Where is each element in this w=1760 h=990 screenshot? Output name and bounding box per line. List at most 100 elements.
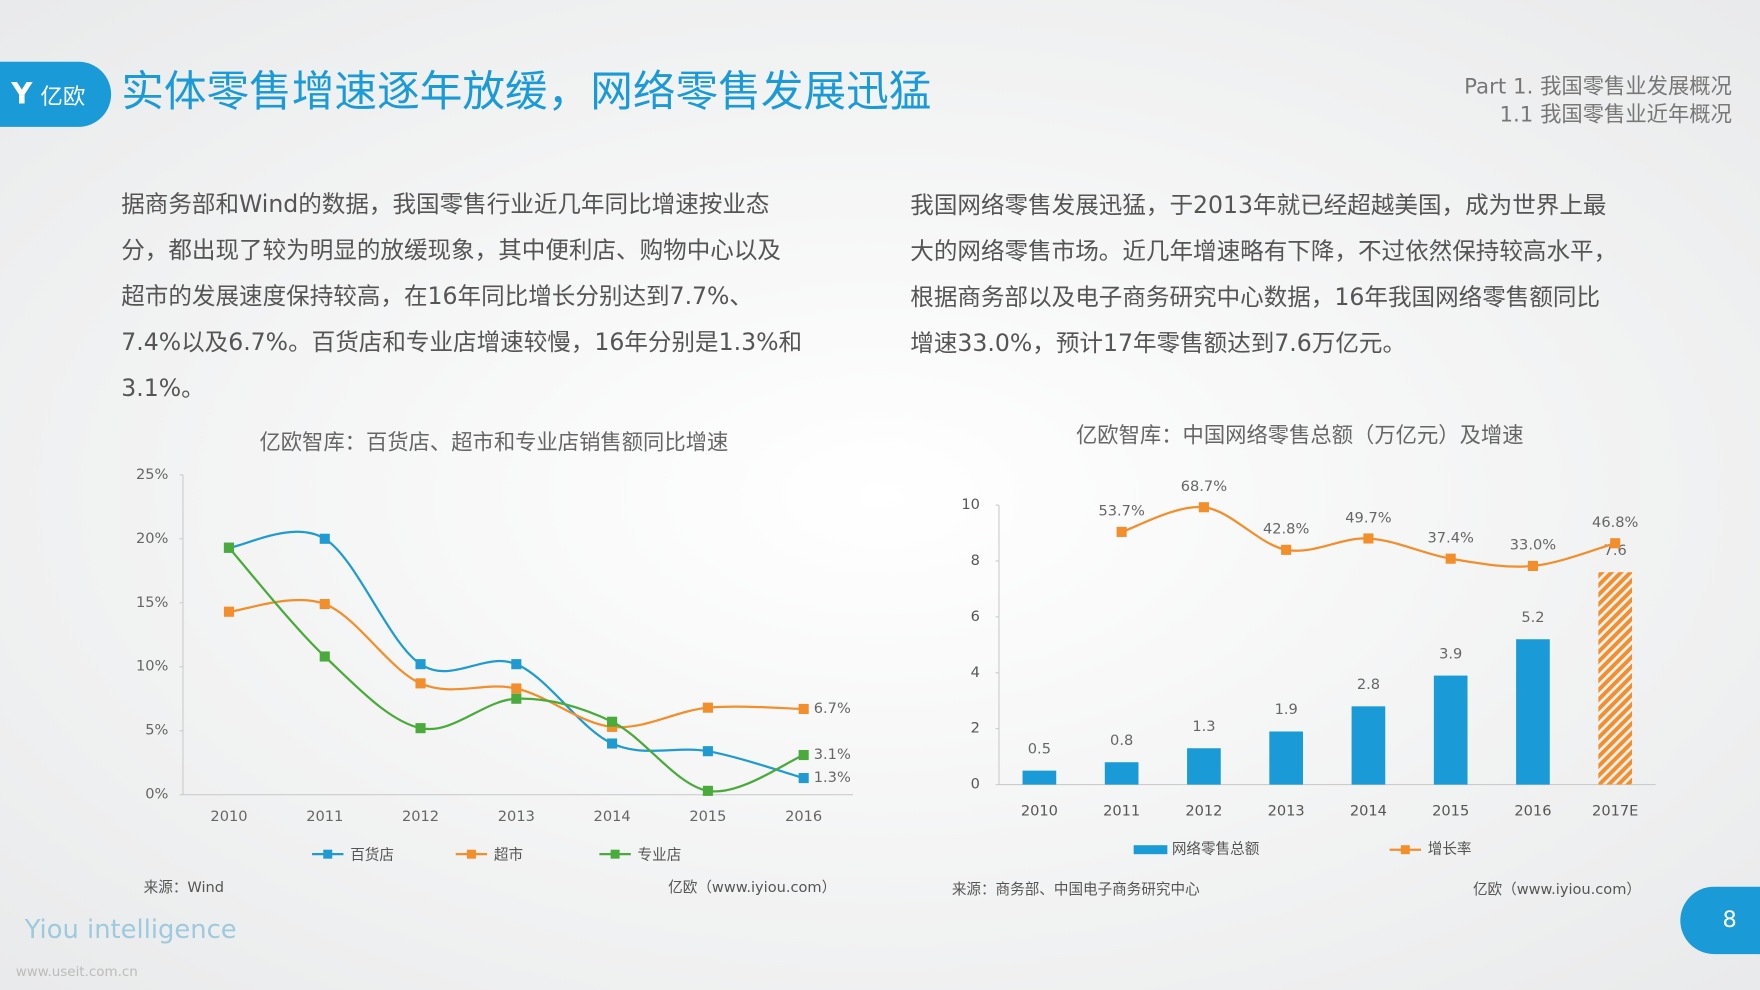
point-marker: [415, 678, 426, 689]
bar: [1351, 706, 1386, 785]
point-marker: [1281, 544, 1292, 555]
x-tick-label: 2016: [1514, 803, 1551, 820]
bar: [1022, 770, 1057, 785]
source: 来源：Wind: [144, 879, 224, 896]
point-marker: [702, 746, 713, 757]
data-label: 1.3%: [814, 769, 851, 786]
point-marker: [1116, 526, 1127, 537]
data-label: 42.8%: [1263, 521, 1309, 538]
x-tick-label: 2013: [1268, 803, 1305, 820]
section: Part 1. 我国零售业发展概况: [1464, 75, 1732, 100]
data-label: 49.7%: [1345, 509, 1391, 526]
logo-text: 亿欧: [40, 84, 85, 110]
legend-marker: [466, 849, 476, 859]
point-marker: [415, 659, 426, 670]
x-tick-label: 2015: [689, 808, 726, 825]
point-marker: [702, 785, 713, 796]
logo-mark: Y: [10, 76, 33, 110]
point-marker: [415, 723, 426, 734]
point-marker: [607, 716, 618, 727]
data-label: 3.1%: [814, 746, 851, 763]
data-label: 1.3: [1192, 718, 1215, 735]
y-tick-label: 8: [971, 552, 980, 569]
data-label: 5.2: [1521, 609, 1544, 626]
legend-label: 百货店: [350, 846, 394, 863]
y-tick-label: 25%: [136, 466, 169, 483]
x-tick-label: 2012: [1185, 803, 1222, 820]
paragraph-line: 大的网络零售市场。近几年增速略有下降，不过依然保持较高水平，: [910, 237, 1617, 265]
data-label: 53.7%: [1098, 503, 1144, 520]
x-tick-label: 2010: [210, 808, 247, 825]
x-tick-label: 2013: [498, 808, 535, 825]
watermark: www.useit.com.cn: [16, 965, 138, 980]
point-marker: [1527, 560, 1538, 571]
paragraph-line: 据商务部和Wind的数据，我国零售行业近几年同比增速按业态: [121, 190, 769, 218]
y-tick-label: 6: [971, 608, 980, 625]
legend-marker: [323, 849, 333, 859]
data-label: 1.9: [1275, 701, 1298, 718]
chart-title: 亿欧智库：百货店、超市和专业店销售额同比增速: [259, 430, 728, 455]
y-tick-label: 20%: [136, 530, 169, 547]
x-tick-label: 2012: [402, 808, 439, 825]
legend-marker: [1400, 845, 1410, 855]
point-marker: [1198, 502, 1209, 513]
data-label: 0.5: [1028, 740, 1051, 757]
legend-label: 增长率: [1428, 841, 1472, 858]
x-tick-label: 2014: [1350, 803, 1387, 820]
y-tick-label: 4: [971, 664, 980, 681]
point-marker: [511, 693, 522, 704]
data-label: 37.4%: [1428, 529, 1474, 546]
point-marker: [319, 598, 330, 610]
point-marker: [319, 533, 330, 544]
bar: [1516, 639, 1550, 785]
legend-label: 专业店: [638, 846, 682, 863]
x-tick-label: 2015: [1432, 803, 1469, 820]
paragraphs: 据商务部和Wind的数据，我国零售行业近几年同比增速按业态分，都出现了较为明显的…: [121, 190, 1617, 402]
subsection: 1.1 我国零售业近年概况: [1499, 103, 1731, 128]
point-marker: [511, 659, 522, 670]
logo-badge: [0, 61, 112, 127]
data-label: 46.8%: [1592, 514, 1638, 531]
point-marker: [511, 683, 522, 694]
paragraph-line: 分，都出现了较为明显的放缓现象，其中便利店、购物中心以及: [121, 236, 781, 264]
page-badge: [1680, 886, 1760, 955]
legend-marker: [1133, 845, 1168, 855]
point-marker: [798, 773, 809, 784]
x-tick-label: 2017E: [1592, 803, 1638, 820]
x-tick-label: 2010: [1021, 803, 1058, 820]
data-label: 33.0%: [1510, 537, 1556, 554]
bar: [1187, 748, 1221, 785]
point-marker: [223, 606, 235, 617]
page-number: 8: [1723, 907, 1737, 933]
bar: [1598, 572, 1633, 785]
point-marker: [702, 702, 713, 713]
data-label: 3.9: [1439, 645, 1462, 662]
chart-title: 亿欧智库：中国网络零售总额（万亿元）及增速: [1076, 424, 1524, 449]
data-label: 2.8: [1357, 676, 1380, 693]
x-tick-label: 2014: [594, 808, 631, 825]
data-label: 6.7%: [814, 700, 851, 717]
bar: [1104, 762, 1139, 785]
credit: 亿欧（www.iyiou.com）: [668, 879, 836, 896]
paragraph-line: 根据商务部以及电子商务研究中心数据，16年我国网络零售额同比: [910, 283, 1600, 311]
x-tick-label: 2011: [1103, 803, 1140, 820]
point-marker: [319, 651, 330, 662]
x-tick-label: 2011: [306, 808, 343, 825]
paragraph-line: 超市的发展速度保持较高，在16年同比增长分别达到7.7%、: [121, 282, 753, 310]
y-tick-label: 10: [961, 496, 980, 513]
point-marker: [798, 703, 809, 715]
bar: [1269, 731, 1304, 785]
point-marker: [1445, 553, 1456, 564]
y-tick-label: 15%: [136, 594, 169, 611]
brand: Yiou intelligence: [24, 915, 237, 945]
source: 来源：商务部、中国电子商务研究中心: [952, 881, 1200, 898]
legend-marker: [610, 849, 620, 859]
bar-chart: 亿欧智库：中国网络零售总额（万亿元）及增速 0 2 4 6 8 10 2010 2011 2012…: [952, 424, 1656, 898]
point-marker: [223, 542, 235, 553]
paragraph-line: 3.1%。: [121, 374, 204, 402]
point-marker: [607, 721, 618, 732]
paragraph-line: 我国网络零售发展迅猛，于2013年就已经超越美国，成为世界上最: [910, 191, 1606, 219]
y-tick-label: 0: [971, 776, 980, 793]
legend-label: 网络零售总额: [1172, 841, 1260, 858]
